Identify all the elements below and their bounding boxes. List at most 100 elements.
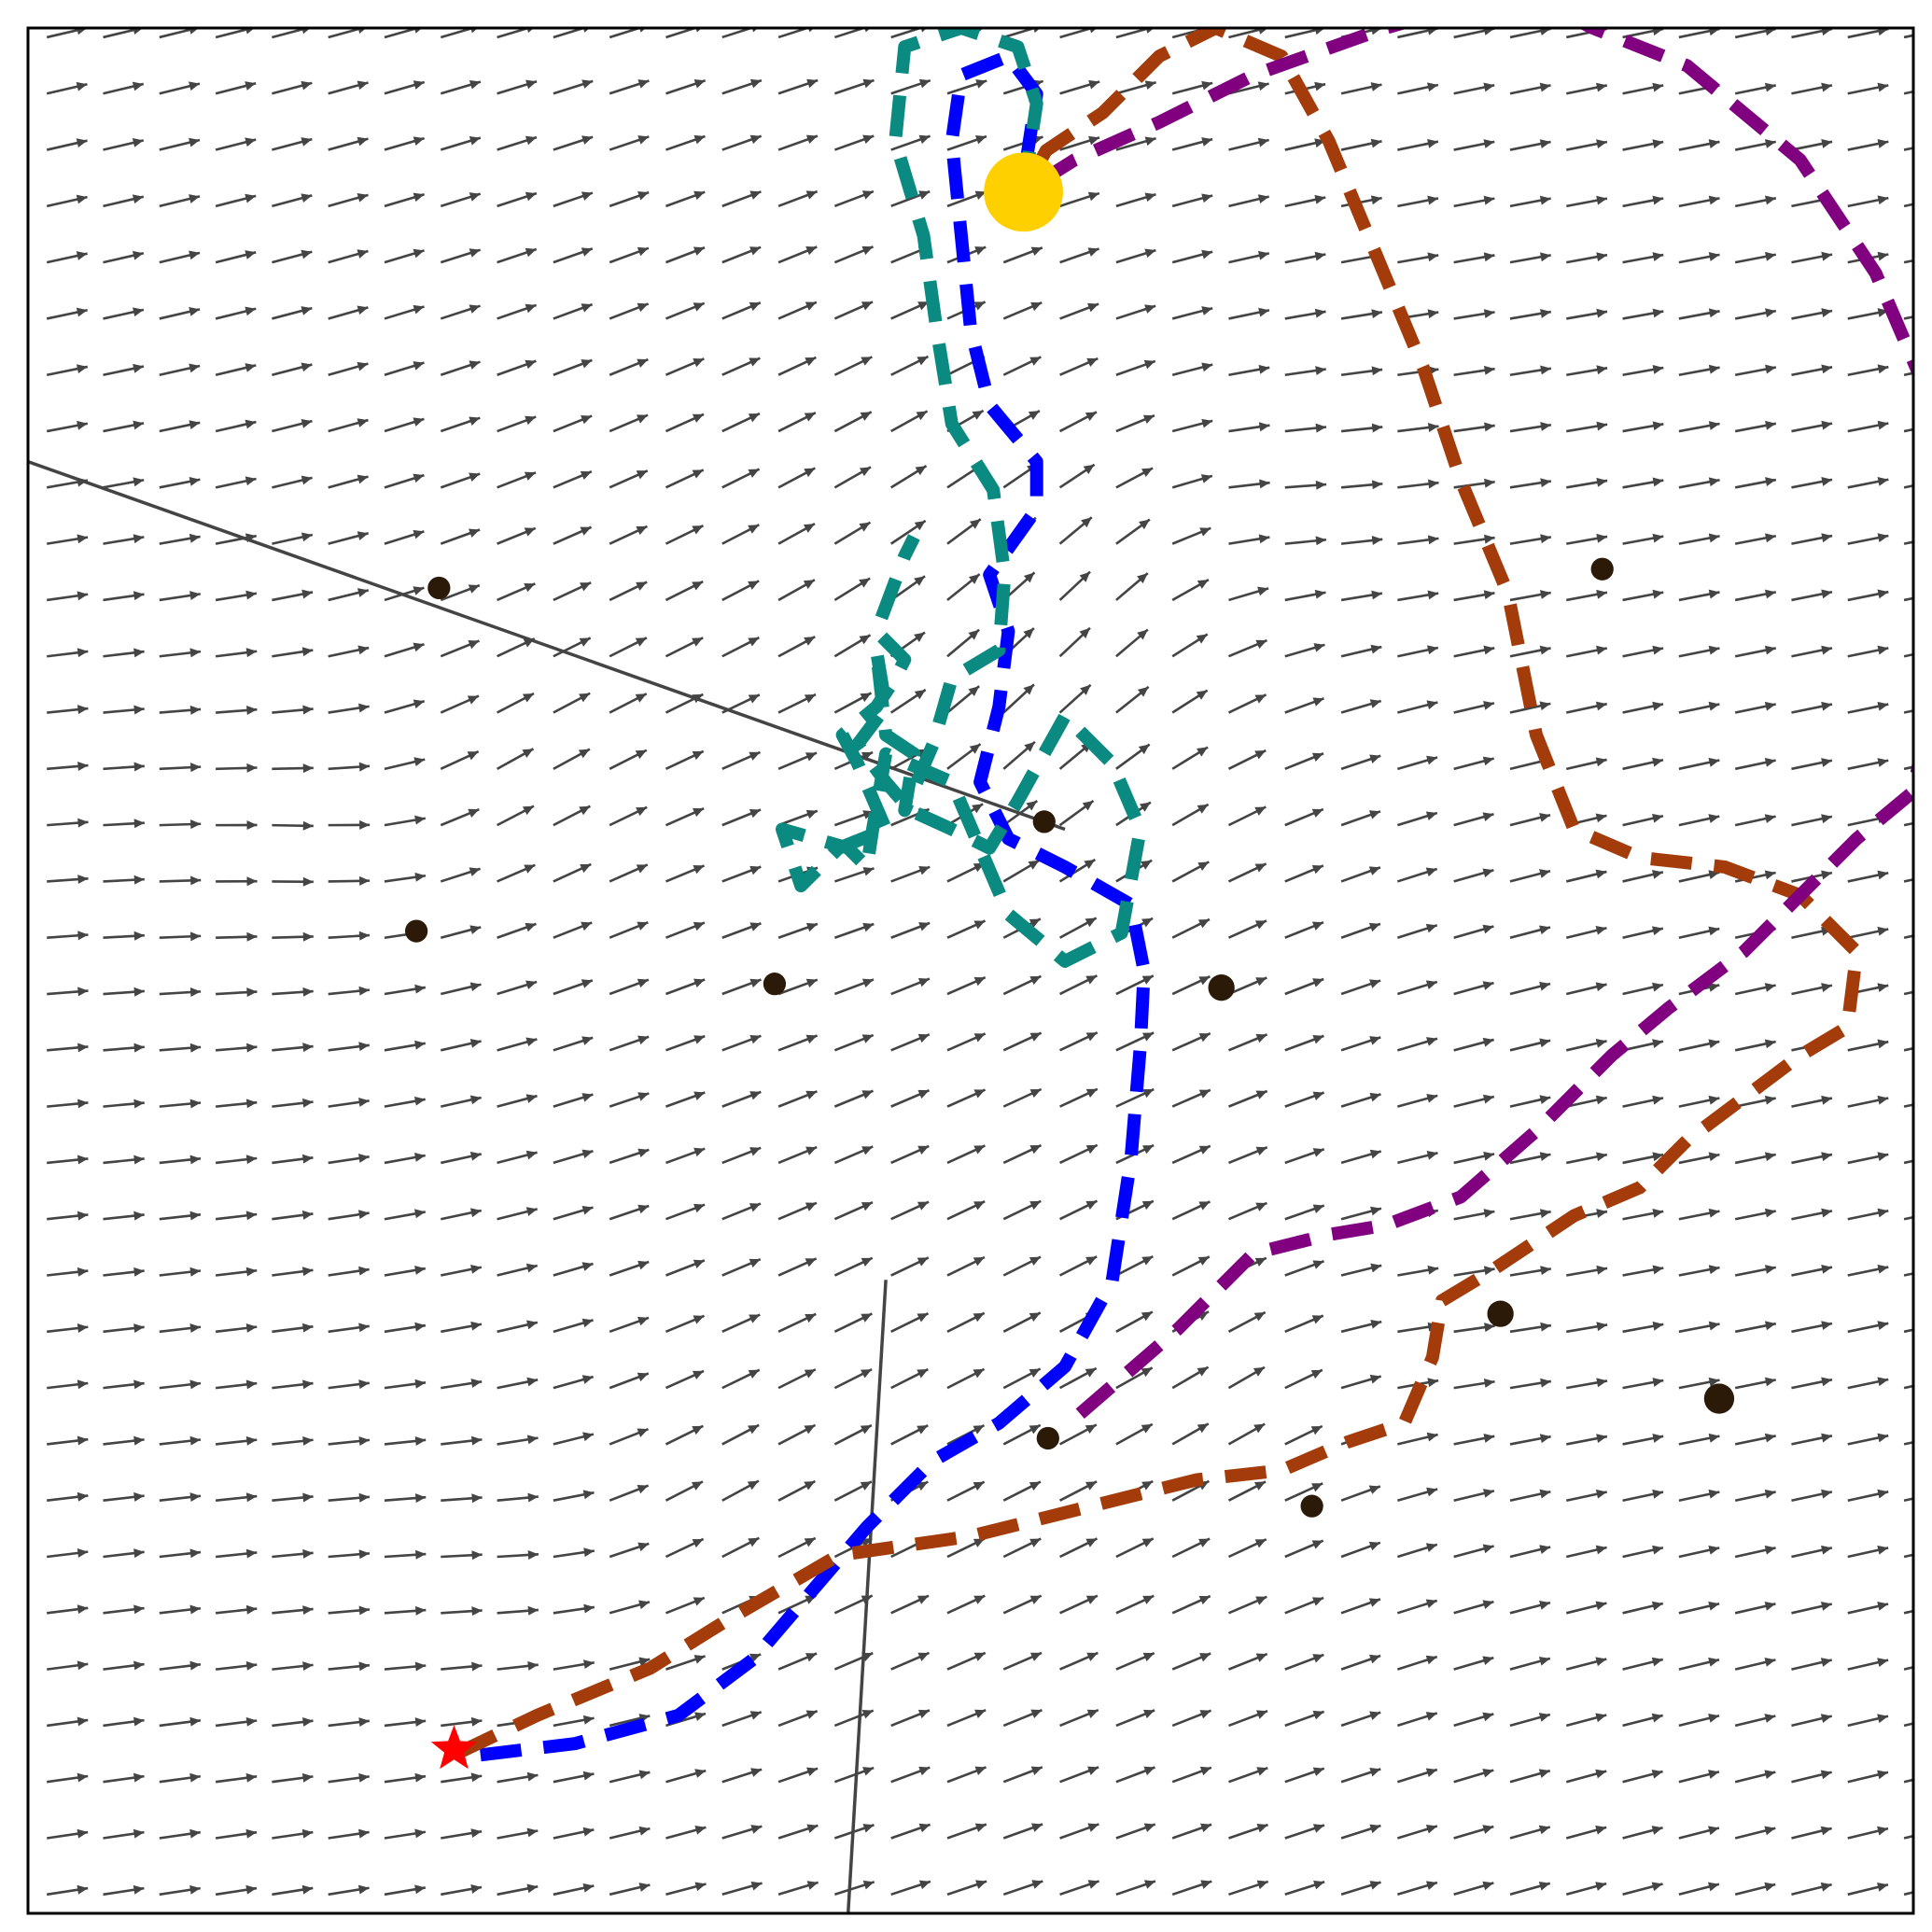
field-arrow-head	[189, 250, 201, 260]
field-arrow	[553, 1432, 595, 1446]
field-arrow-head	[1765, 28, 1776, 36]
field-arrow-head	[1256, 1767, 1268, 1776]
field-arrow	[1453, 1209, 1495, 1221]
field-arrow	[497, 135, 538, 151]
field-arrow-head	[1764, 1658, 1776, 1667]
field-arrow	[553, 1827, 595, 1840]
field-arrow	[1115, 1823, 1156, 1840]
field-arrow	[1227, 693, 1267, 714]
field-arrow	[441, 1208, 483, 1221]
field-arrow-head	[1708, 589, 1720, 599]
field-arrow-head	[636, 525, 648, 536]
field-arrow	[1284, 1596, 1324, 1615]
field-arrow	[1565, 1769, 1607, 1784]
field-arrow	[497, 1771, 539, 1784]
field-arrow-head	[302, 705, 314, 715]
field-arrow-head	[975, 1880, 987, 1889]
field-arrow	[1903, 596, 1913, 602]
field-arrow	[272, 589, 314, 602]
field-arrow	[1622, 477, 1664, 489]
field-arrow-shaft	[1002, 28, 1039, 39]
field-arrow-head	[637, 302, 649, 313]
field-arrow-head	[471, 1606, 483, 1617]
field-arrow-head	[1029, 1538, 1042, 1547]
field-arrow-head	[1820, 1826, 1832, 1836]
field-arrow-head	[1821, 645, 1833, 655]
field-arrow	[946, 79, 987, 95]
field-arrow	[833, 692, 873, 714]
field-arrow-head	[1201, 418, 1213, 428]
field-arrow-head	[1708, 757, 1720, 767]
field-arrow-head	[1369, 1654, 1381, 1664]
field-arrow-head	[1821, 1489, 1832, 1499]
field-arrow	[384, 1661, 427, 1672]
field-arrow-head	[1483, 534, 1495, 544]
field-arrow	[1791, 814, 1833, 827]
field-arrow-head	[1652, 28, 1664, 36]
field-arrow	[159, 81, 201, 95]
field-arrow-head	[77, 931, 89, 941]
field-arrow-head	[358, 1717, 370, 1728]
field-arrow-head	[973, 301, 986, 311]
field-arrow	[1791, 477, 1833, 489]
field-arrow	[721, 636, 760, 658]
field-arrow	[1059, 1823, 1099, 1840]
field-arrow-head	[302, 763, 314, 774]
field-arrow	[328, 1379, 370, 1390]
field-arrow	[721, 301, 762, 320]
field-arrow-head	[1482, 756, 1494, 766]
field-arrow	[1622, 589, 1664, 602]
field-arrow-head	[862, 867, 875, 876]
field-arrow-head	[357, 645, 370, 655]
obstacle-dot	[1208, 974, 1235, 1001]
field-arrow	[1171, 1144, 1211, 1165]
field-arrow	[440, 136, 482, 151]
field-arrow-head	[1540, 478, 1551, 488]
field-arrow	[946, 1537, 986, 1559]
field-arrow-head	[694, 1825, 707, 1835]
field-arrow	[1059, 1199, 1099, 1221]
field-arrow	[1791, 1882, 1832, 1897]
field-arrow	[665, 1259, 706, 1277]
field-arrow	[1115, 1709, 1155, 1728]
field-arrow-head	[302, 1098, 314, 1108]
field-arrow	[1734, 477, 1777, 489]
field-arrow	[609, 1657, 651, 1671]
field-arrow	[1397, 700, 1438, 714]
field-arrow-shaft	[1903, 1328, 1913, 1334]
field-arrow-head	[413, 192, 425, 203]
field-arrow	[1453, 422, 1495, 433]
field-arrow	[1791, 82, 1833, 95]
field-arrow-head	[1426, 1432, 1438, 1442]
field-arrow-head	[1371, 28, 1382, 35]
field-arrow-head	[245, 1155, 258, 1165]
field-arrow-head	[1708, 1095, 1720, 1105]
field-arrow	[440, 925, 482, 939]
field-arrow	[1284, 423, 1327, 433]
field-arrow	[609, 978, 650, 996]
field-arrow-head	[1029, 1089, 1042, 1099]
field-arrow-head	[1708, 1433, 1720, 1443]
field-arrow-head	[246, 820, 258, 831]
field-arrow	[721, 978, 762, 996]
field-arrow-head	[1198, 1201, 1211, 1211]
field-arrow-head	[805, 1258, 817, 1267]
field-arrow	[159, 987, 202, 998]
field-arrow	[721, 808, 762, 827]
field-arrow-head	[637, 1372, 649, 1382]
field-arrow-head	[1821, 1152, 1832, 1162]
field-arrow	[1566, 533, 1608, 545]
field-arrow	[1058, 463, 1096, 489]
field-arrow	[1903, 1891, 1913, 1897]
field-arrow	[1565, 1489, 1608, 1502]
field-arrow-head	[581, 415, 593, 425]
field-arrow-head	[1877, 1433, 1889, 1443]
field-arrow	[46, 364, 89, 377]
field-arrow	[1171, 1255, 1211, 1277]
field-arrow-head	[414, 1153, 426, 1162]
field-arrow	[1397, 645, 1439, 658]
field-arrow-head	[1539, 981, 1551, 991]
field-arrow-head	[1764, 1433, 1776, 1443]
field-arrow-head	[76, 307, 88, 317]
field-arrow-head	[1596, 195, 1607, 205]
